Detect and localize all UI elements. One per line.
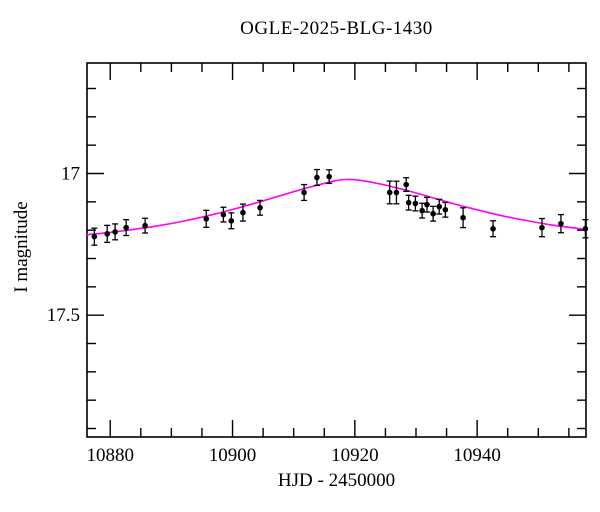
data-point [460, 214, 466, 221]
data-point [403, 181, 410, 188]
data-point [123, 224, 129, 231]
data-point [442, 206, 449, 213]
data-point [558, 220, 564, 227]
x-tick-label: 10920 [331, 445, 379, 466]
data-point [228, 218, 235, 224]
model-curve [86, 178, 587, 236]
data-point [393, 189, 400, 196]
data-point [142, 222, 148, 229]
data-point [436, 203, 443, 210]
x-tick-label: 10940 [453, 445, 501, 466]
data-point [104, 231, 110, 237]
data-point [386, 189, 393, 196]
data-point [240, 209, 246, 216]
y-tick-label: 17 [61, 164, 80, 185]
data-point [490, 225, 496, 232]
data-point [326, 173, 332, 180]
data-point [582, 225, 589, 232]
data-point [301, 189, 307, 196]
data-point [91, 233, 98, 240]
data-point [257, 204, 263, 211]
x-axis-label: HJD - 2450000 [277, 470, 396, 491]
y-tick-label: 17.5 [47, 305, 80, 326]
data-point [112, 229, 118, 235]
data-point [419, 207, 425, 214]
data-point [220, 211, 227, 218]
data-point [203, 216, 210, 222]
data-point [412, 200, 419, 207]
data-point [314, 174, 320, 181]
data-point [430, 210, 436, 217]
x-tick-label: 10880 [86, 445, 134, 466]
x-tick-label: 10900 [209, 445, 257, 466]
axis-frame [86, 62, 587, 438]
data-point [424, 201, 430, 208]
plot-title: OGLE-2025-BLG-1430 [240, 18, 433, 39]
data-point [539, 224, 545, 231]
data-point [405, 199, 412, 206]
